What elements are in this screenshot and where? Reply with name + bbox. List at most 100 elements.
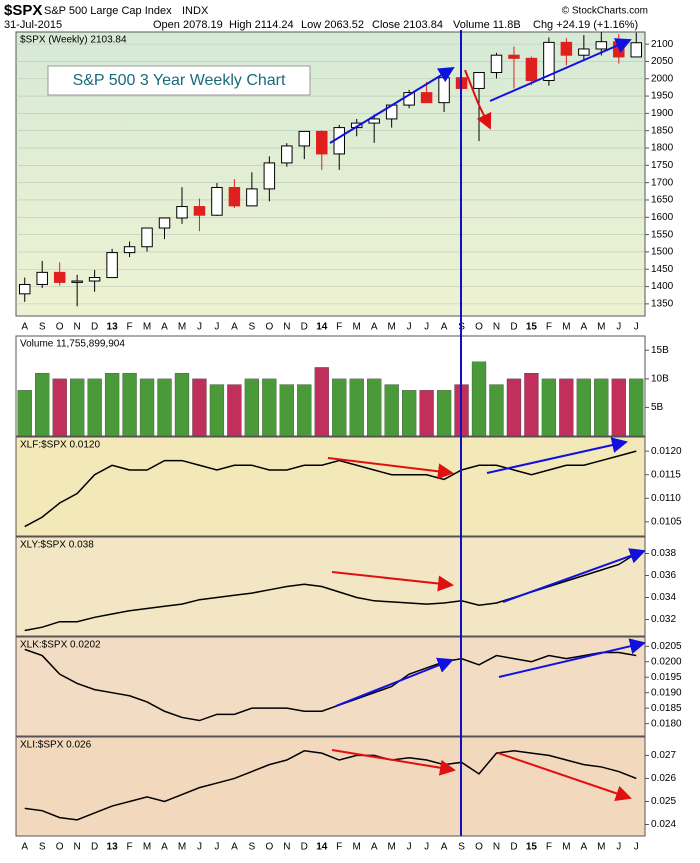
panel-legend: XLK:$SPX 0.0202 xyxy=(20,640,101,651)
ratio-line xyxy=(24,450,637,528)
y-tick-label: 1850 xyxy=(651,125,674,136)
candle-body xyxy=(543,41,555,81)
candle-body xyxy=(53,271,66,283)
x-tick-label: A xyxy=(21,842,28,853)
x-tick-label: O xyxy=(56,842,64,853)
volume-bar xyxy=(262,378,277,437)
x-tick-label: J xyxy=(616,322,621,333)
x-tick-label: N xyxy=(493,322,500,333)
y-tick-label: 0.0180 xyxy=(651,718,682,729)
ratio-line xyxy=(24,648,637,722)
x-tick-label: S xyxy=(249,322,256,333)
x-tick-label: S xyxy=(458,842,465,853)
x-tick-label: J xyxy=(407,842,412,853)
y-tick-label: 0.034 xyxy=(651,592,676,603)
plot: 1350 1400 1450 1500 1550 1600 1650 1700 1750 1800… xyxy=(16,32,682,853)
candle-body xyxy=(193,206,206,216)
candle-body xyxy=(36,271,48,285)
x-tick-label: O xyxy=(475,842,483,853)
x-tick-label: A xyxy=(441,842,448,853)
x-tick-label: M xyxy=(143,322,151,333)
candle-body xyxy=(508,54,520,59)
x-tick-label: D xyxy=(301,322,308,333)
volume-bar xyxy=(70,378,85,437)
annotation-box xyxy=(47,65,311,96)
x-tick-label: J xyxy=(634,322,639,333)
x-tick-label: D xyxy=(91,842,98,853)
y-tick-label: 5B xyxy=(651,402,664,413)
x-tick-label: 14 xyxy=(316,842,328,853)
xlf-panel xyxy=(15,436,646,537)
volume-bar xyxy=(209,384,225,437)
panel-legend: Volume 11,755,899,904 xyxy=(20,339,125,350)
x-tick-label: O xyxy=(265,842,273,853)
volume-bar xyxy=(629,378,644,437)
candle-body xyxy=(141,227,153,248)
close: Close 2103.84 xyxy=(372,19,443,31)
arrow xyxy=(489,38,632,102)
volume-bar xyxy=(611,378,626,437)
candle-body xyxy=(228,187,241,207)
open: Open 2078.19 xyxy=(153,19,223,31)
arrows xyxy=(327,30,646,836)
y-tick-label: 0.027 xyxy=(651,750,676,761)
x-tick-label: O xyxy=(475,322,483,333)
x-tick-label: M xyxy=(353,842,361,853)
x-tick-label: J xyxy=(197,322,202,333)
arrow xyxy=(335,657,454,707)
volume-bar xyxy=(244,378,260,437)
x-tick-label: D xyxy=(510,842,517,853)
x-tick-label: N xyxy=(74,842,81,853)
panel-legend: XLY:$SPX 0.038 xyxy=(20,540,94,551)
volume-bar xyxy=(104,372,120,437)
x-tick-label: A xyxy=(581,322,588,333)
x-tick-label: A xyxy=(371,322,378,333)
y-tick-label: 1500 xyxy=(651,247,674,258)
candle-body xyxy=(106,252,118,279)
x-tick-label: F xyxy=(546,842,552,853)
xli-panel xyxy=(15,736,646,837)
volume-bar xyxy=(139,378,155,437)
x-tick-label: A xyxy=(161,322,168,333)
volume-bar xyxy=(279,384,294,437)
volume-bar xyxy=(192,378,207,437)
arrow xyxy=(327,457,454,480)
volume-panel xyxy=(15,335,646,437)
index-name: S&P 500 Large Cap Index xyxy=(44,5,172,17)
arrow xyxy=(331,749,456,776)
x-tick-label: M xyxy=(597,842,605,853)
y-tick-label: 1550 xyxy=(651,229,674,240)
candle-body xyxy=(158,217,171,229)
y-tick-label: 10B xyxy=(651,373,669,384)
candle-body xyxy=(263,162,276,190)
candle-body xyxy=(438,77,450,104)
y-tick-label: 2050 xyxy=(651,56,674,67)
candle-body xyxy=(316,130,328,155)
volume-bar xyxy=(489,384,504,437)
y-tick-label: 0.036 xyxy=(651,570,676,581)
x-tick-label: N xyxy=(283,842,290,853)
candle-body xyxy=(490,54,503,74)
volume-bar xyxy=(436,390,452,437)
volume-bar xyxy=(367,378,382,437)
panel-legend: $SPX (Weekly) 2103.84 xyxy=(20,35,127,46)
y-tick-label: 1400 xyxy=(651,281,674,292)
date: 31-Jul-2015 xyxy=(4,19,62,31)
volume-bar xyxy=(576,378,591,437)
x-tick-label: A xyxy=(581,842,588,853)
symbol: $SPX xyxy=(4,2,42,19)
x-tick-label: D xyxy=(301,842,308,853)
x-tick-label: S xyxy=(39,322,46,333)
volume-bar xyxy=(87,378,102,437)
arrow xyxy=(497,752,632,802)
volume-bar xyxy=(17,390,32,437)
y-tick-label: 1650 xyxy=(651,195,674,206)
x-tick-label: A xyxy=(441,322,448,333)
panel-legend: XLI:$SPX 0.026 xyxy=(20,740,92,751)
y-tick-label: 2100 xyxy=(651,39,674,50)
x-tick-label: 15 xyxy=(526,322,538,333)
arrow xyxy=(464,69,492,130)
candle-body xyxy=(630,42,643,58)
x-tick-label: S xyxy=(39,842,46,853)
candle-body xyxy=(420,92,433,104)
